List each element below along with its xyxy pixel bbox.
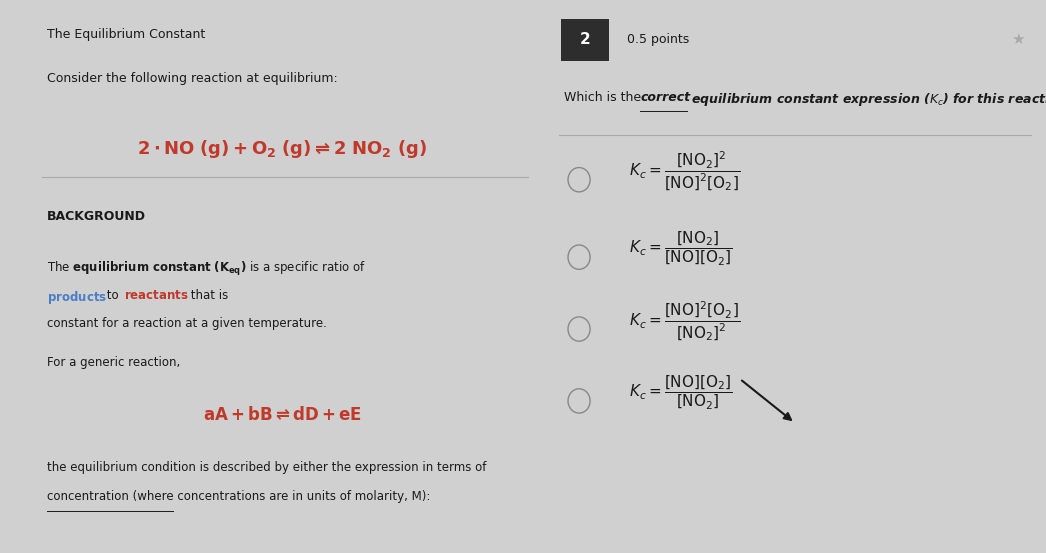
Text: $\mathbf{reactants}$: $\mathbf{reactants}$ — [124, 289, 189, 302]
FancyBboxPatch shape — [562, 19, 609, 61]
Text: 0.5 points: 0.5 points — [627, 33, 689, 46]
Text: $K_c = \dfrac{[\mathrm{NO_2}]^2}{[\mathrm{NO}]^2[\mathrm{O_2}]}$: $K_c = \dfrac{[\mathrm{NO_2}]^2}{[\mathr… — [630, 150, 741, 193]
Text: ★: ★ — [1010, 32, 1024, 48]
Text: concentration (where concentrations are in units of molarity, M):: concentration (where concentrations are … — [47, 490, 431, 503]
Text: $K_c = \dfrac{[\mathrm{NO}][\mathrm{O_2}]}{[\mathrm{NO_2}]}$: $K_c = \dfrac{[\mathrm{NO}][\mathrm{O_2}… — [630, 373, 733, 412]
Text: 2: 2 — [579, 32, 590, 48]
Text: The Equilibrium Constant: The Equilibrium Constant — [47, 28, 205, 41]
Text: $\mathbf{aA + bB \rightleftharpoons dD + eE}$: $\mathbf{aA + bB \rightleftharpoons dD +… — [203, 406, 362, 424]
Text: constant for a reaction at a given temperature.: constant for a reaction at a given tempe… — [47, 317, 327, 331]
Text: $\mathbf{2 \cdot NO\ (g) + O_2\ (g) \rightleftharpoons 2\ NO_2\ (g)}$: $\mathbf{2 \cdot NO\ (g) + O_2\ (g) \rig… — [137, 138, 428, 160]
Text: Which is the: Which is the — [564, 91, 645, 105]
Text: Consider the following reaction at equilibrium:: Consider the following reaction at equil… — [47, 72, 338, 85]
Text: that is: that is — [186, 289, 228, 302]
Text: $K_c = \dfrac{[\mathrm{NO_2}]}{[\mathrm{NO}][\mathrm{O_2}]}$: $K_c = \dfrac{[\mathrm{NO_2}]}{[\mathrm{… — [630, 229, 733, 268]
Text: equilibrium constant expression ($K_c$) for this reaction?: equilibrium constant expression ($K_c$) … — [686, 91, 1046, 108]
Text: correct: correct — [640, 91, 690, 105]
Text: BACKGROUND: BACKGROUND — [47, 210, 146, 223]
Text: $K_c = \dfrac{[D]^d[E]^e}{[A]^a[B]^b}$: $K_c = \dfrac{[D]^d[E]^e}{[A]^a[B]^b}$ — [238, 551, 326, 553]
Text: to: to — [104, 289, 122, 302]
Text: $K_c = \dfrac{[\mathrm{NO}]^2[\mathrm{O_2}]}{[\mathrm{NO_2}]^2}$: $K_c = \dfrac{[\mathrm{NO}]^2[\mathrm{O_… — [630, 299, 741, 342]
Text: The $\mathbf{equilibrium\ constant\ (K_{eq})}$ is a specific ratio of: The $\mathbf{equilibrium\ constant\ (K_{… — [47, 260, 366, 278]
Text: For a generic reaction,: For a generic reaction, — [47, 356, 180, 369]
Text: the equilibrium condition is described by either the expression in terms of: the equilibrium condition is described b… — [47, 461, 486, 474]
Text: $\mathbf{products}$: $\mathbf{products}$ — [47, 289, 107, 306]
